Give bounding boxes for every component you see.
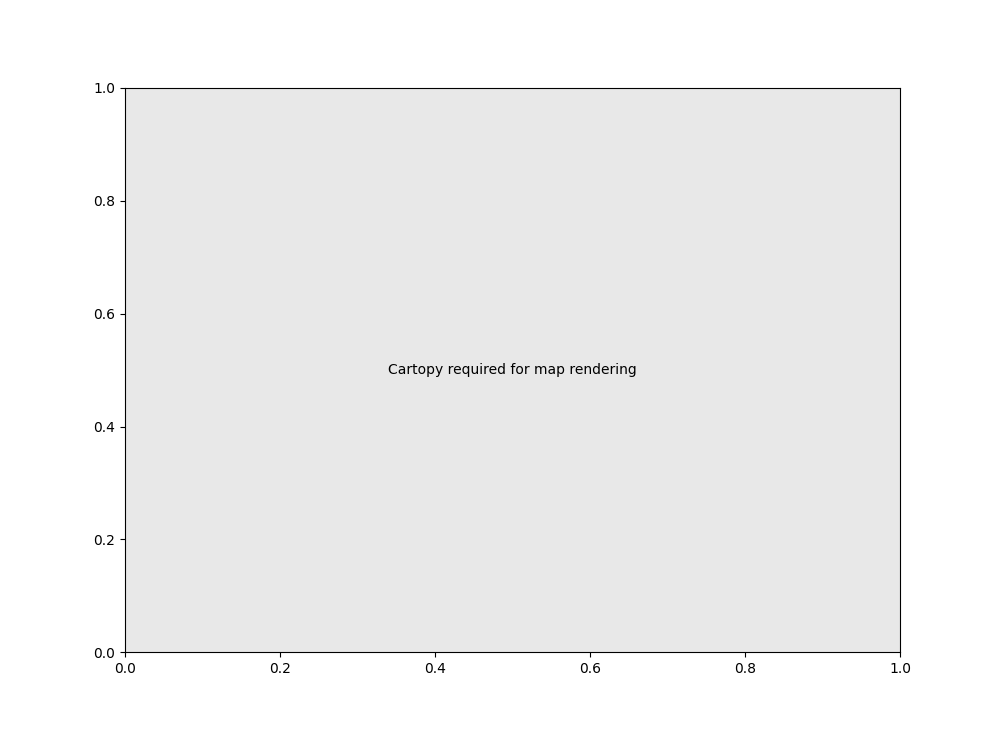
Text: ©weatheronline.co.uk: ©weatheronline.co.uk: [812, 715, 980, 729]
Text: Mo 03-06-2024 00:00 UTC (12+60): Mo 03-06-2024 00:00 UTC (12+60): [620, 696, 957, 715]
Text: Height/Tcmp. 700 hPa [gdmp][°C] ECMWF: Height/Tcmp. 700 hPa [gdmp][°C] ECMWF: [20, 700, 422, 718]
Text: Cartopy required for map rendering: Cartopy required for map rendering: [388, 363, 637, 377]
